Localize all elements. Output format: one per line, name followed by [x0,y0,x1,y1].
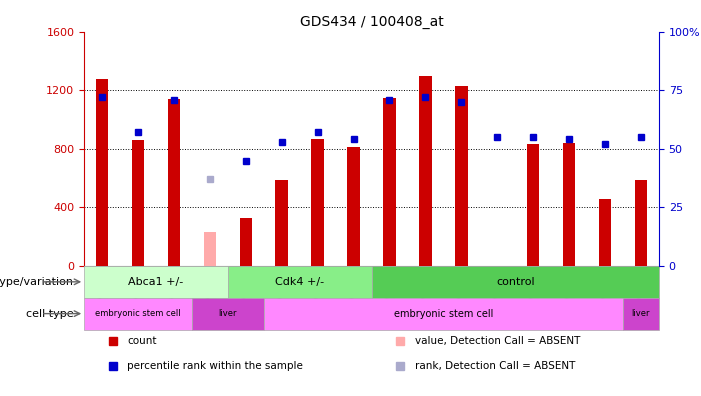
Bar [599,198,611,266]
Bar [311,139,324,266]
Text: count: count [128,336,157,346]
Text: percentile rank within the sample: percentile rank within the sample [128,361,303,371]
Bar [203,232,216,266]
Bar [563,143,576,266]
Bar [228,266,372,298]
Bar [84,298,192,329]
Bar [383,98,396,266]
Title: GDS434 / 100408_at: GDS434 / 100408_at [299,15,444,29]
Text: value, Detection Call = ABSENT: value, Detection Call = ABSENT [415,336,580,346]
Text: liver: liver [219,309,237,318]
Text: cell type: cell type [26,308,74,319]
Text: liver: liver [632,309,651,318]
Bar [96,78,109,266]
Bar [240,218,252,266]
Text: genotype/variation: genotype/variation [0,277,74,287]
Bar [275,179,288,266]
Text: embryonic stem cell: embryonic stem cell [394,308,493,319]
Bar [132,140,144,266]
Text: rank, Detection Call = ABSENT: rank, Detection Call = ABSENT [415,361,575,371]
Bar [84,266,228,298]
Text: control: control [496,277,535,287]
Bar [455,86,468,266]
Bar [634,179,647,266]
Bar [372,266,659,298]
Bar [419,76,432,266]
Text: embryonic stem cell: embryonic stem cell [95,309,181,318]
Bar [264,298,623,329]
Bar [527,145,540,266]
Bar [347,147,360,266]
Bar [192,298,264,329]
Bar [623,298,659,329]
Text: Cdk4 +/-: Cdk4 +/- [275,277,325,287]
Text: Abca1 +/-: Abca1 +/- [128,277,184,287]
Bar [168,99,180,266]
